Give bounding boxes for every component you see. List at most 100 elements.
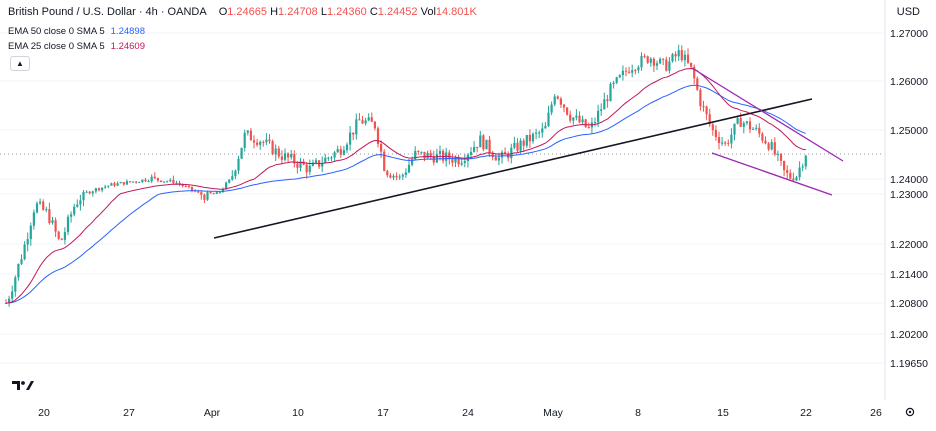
candle-body — [479, 135, 482, 148]
candle-body — [606, 99, 609, 102]
candle-body — [621, 70, 624, 76]
candle-body — [609, 84, 612, 102]
candle-body — [88, 191, 91, 194]
candle-body — [373, 121, 376, 129]
candle-body — [739, 118, 742, 127]
candle-body — [655, 63, 659, 66]
candle-body — [423, 151, 426, 159]
candle-body — [572, 117, 575, 121]
candle-body — [414, 150, 417, 160]
candle-body — [417, 150, 420, 152]
candle-body — [404, 172, 407, 175]
candle-body — [473, 146, 476, 152]
candle-body — [525, 134, 528, 146]
candle-body — [460, 162, 463, 165]
candle-body — [764, 140, 767, 144]
candle-body — [17, 263, 20, 278]
candle-body — [293, 154, 296, 164]
candle-body — [426, 152, 429, 159]
candle-body — [70, 214, 73, 217]
x-tick-label: 15 — [717, 407, 729, 419]
candle-body — [742, 123, 745, 127]
candle-body — [398, 176, 401, 178]
candle-body — [553, 96, 556, 105]
y-tick-label: 1.19650 — [890, 358, 928, 370]
candle-body — [671, 54, 674, 62]
tradingview-logo[interactable] — [12, 381, 34, 390]
candle-body — [79, 200, 82, 205]
symbol-title[interactable]: British Pound / U.S. Dollar · 4h · OANDA — [8, 6, 207, 18]
candle-body — [122, 182, 125, 185]
candle-body — [107, 185, 110, 187]
candle-body — [175, 182, 178, 184]
candle-body — [690, 62, 693, 67]
candle-body — [494, 157, 497, 161]
candle-body — [528, 134, 531, 142]
candle-body — [454, 157, 457, 163]
candle-body — [336, 149, 339, 153]
indicator-ema25[interactable]: EMA 25 close 0 SMA 5 1.24609 — [8, 41, 145, 52]
candle-body — [287, 153, 290, 158]
candle-body — [581, 119, 584, 123]
price-grid — [0, 32, 884, 364]
candle-body — [575, 115, 578, 118]
candle-body — [35, 203, 39, 213]
candle-body — [659, 58, 662, 64]
candle-body — [48, 209, 51, 223]
chevron-up-icon[interactable]: ▲ — [10, 56, 30, 71]
x-tick-label: May — [543, 407, 564, 419]
candle-body — [649, 58, 652, 63]
candle-body — [296, 163, 299, 168]
candle-body — [463, 161, 466, 163]
candle-body — [668, 61, 671, 71]
volume-value: 14.801K — [435, 6, 477, 18]
candle-body — [680, 50, 683, 61]
open-value: 1.24665 — [227, 6, 268, 18]
candle-body — [392, 175, 395, 178]
candle-body — [798, 167, 801, 178]
candle-body — [544, 126, 547, 129]
candle-body — [717, 137, 721, 144]
candle-body — [541, 128, 544, 133]
indicator-label: EMA 25 close 0 SMA 5 — [8, 41, 105, 52]
gear-icon[interactable] — [905, 407, 915, 417]
candle-body — [597, 110, 600, 123]
currency-selector[interactable]: USD — [896, 6, 920, 18]
candle-body — [327, 157, 330, 159]
candle-body — [504, 152, 507, 154]
candle-body — [612, 82, 615, 85]
candle-body — [618, 75, 621, 78]
candle-body — [73, 206, 76, 215]
indicator-ema50[interactable]: EMA 50 close 0 SMA 5 1.24898 — [8, 26, 145, 37]
candle-body — [200, 192, 203, 195]
candle-body — [727, 142, 730, 144]
candle-body — [63, 232, 66, 240]
candle-body — [569, 114, 572, 121]
candle-body — [215, 192, 218, 194]
channel-upper-line — [691, 67, 844, 162]
candle-body — [45, 209, 48, 211]
candle-body — [290, 154, 293, 158]
candle-body — [342, 150, 345, 155]
candle-body — [181, 184, 184, 187]
candle-body — [401, 174, 404, 177]
candle-body — [665, 59, 668, 71]
candle-body — [531, 133, 535, 142]
candle-body — [448, 152, 451, 160]
candle-body — [23, 244, 26, 260]
candle-body — [476, 146, 479, 148]
candle-body — [221, 189, 225, 193]
candle-body — [376, 128, 380, 144]
candle-body — [218, 192, 221, 194]
candle-body — [469, 151, 473, 155]
candle-body — [513, 142, 516, 148]
candle-body — [693, 66, 696, 79]
indicator-label: EMA 50 close 0 SMA 5 — [8, 26, 105, 37]
ema50-line — [5, 84, 806, 304]
candle-body — [116, 183, 119, 186]
x-tick-label: 22 — [800, 407, 812, 419]
candle-body — [535, 132, 538, 134]
candle-body — [274, 148, 277, 155]
candle-body — [197, 191, 200, 193]
